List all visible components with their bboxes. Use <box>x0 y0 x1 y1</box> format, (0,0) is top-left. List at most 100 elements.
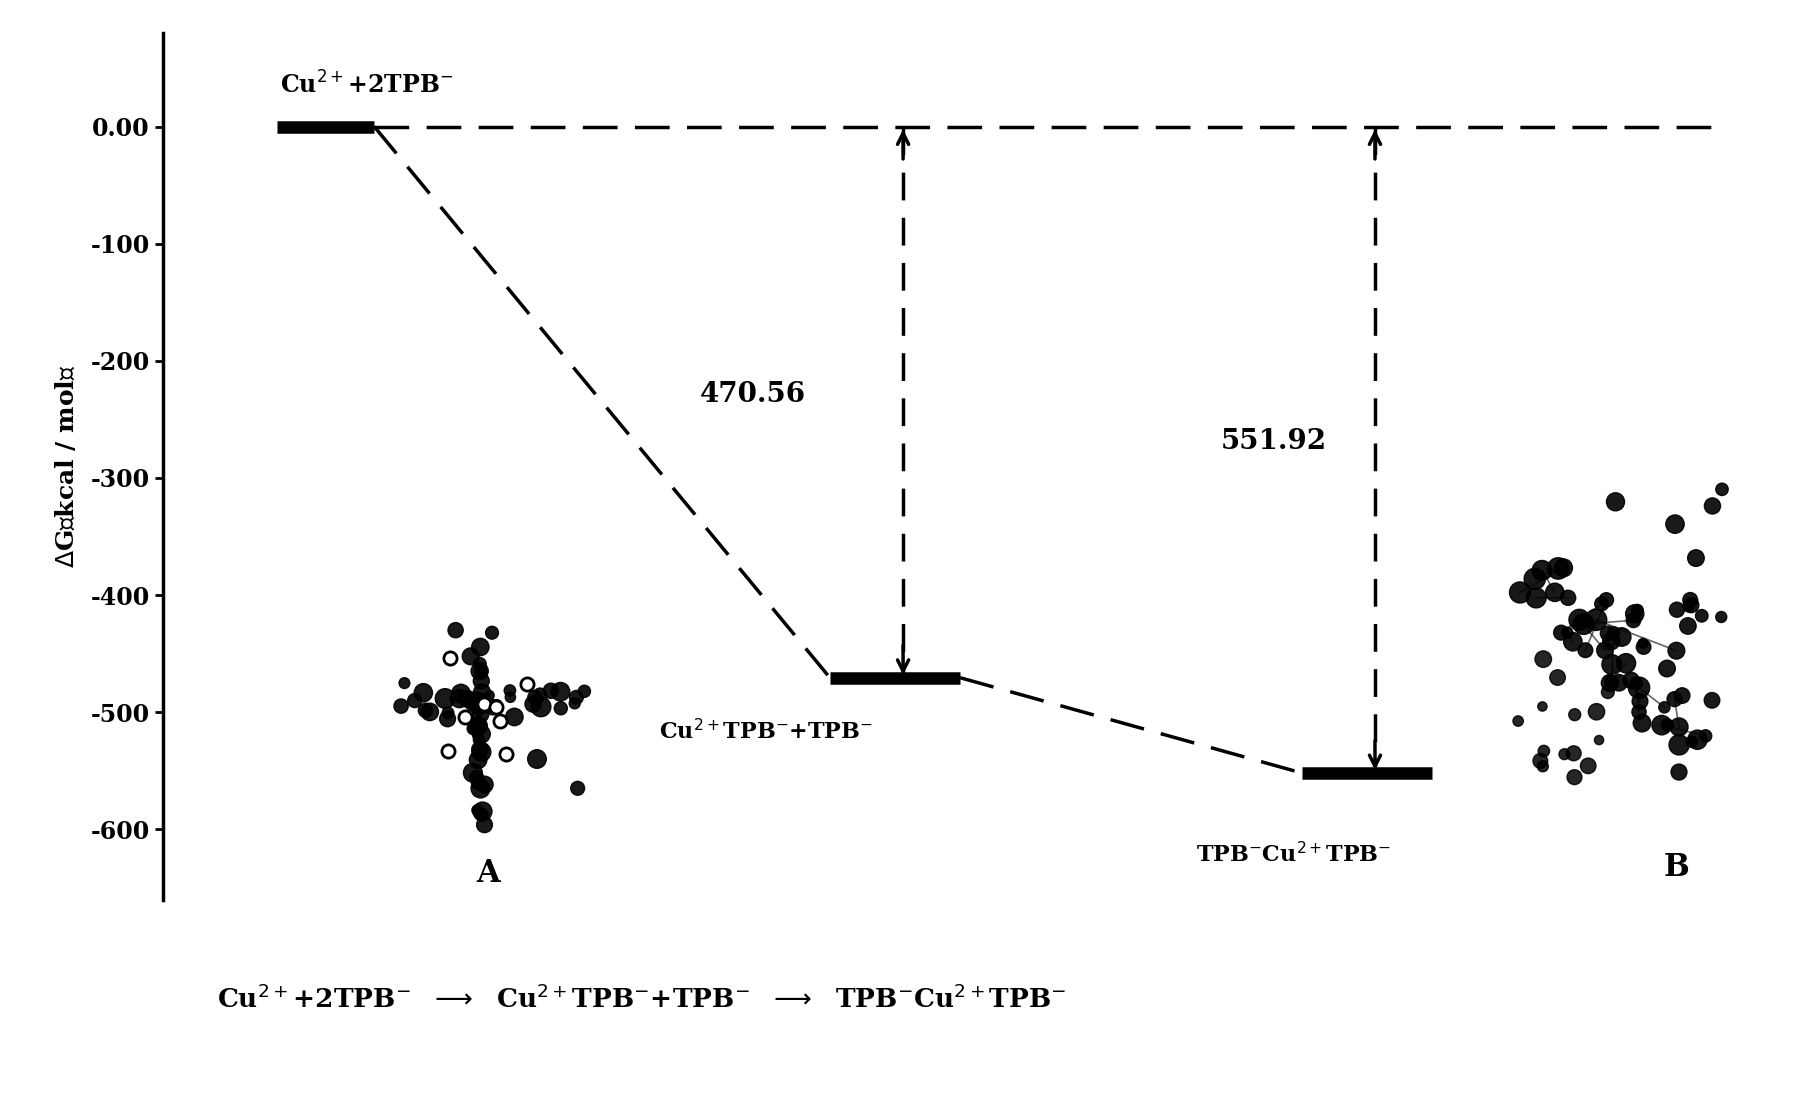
Point <box>1659 690 1688 708</box>
Point <box>482 695 511 713</box>
Point <box>466 740 495 758</box>
Point <box>1697 691 1726 709</box>
Point <box>1552 624 1581 642</box>
Point <box>1520 570 1549 588</box>
Point <box>466 806 495 824</box>
Point <box>477 624 506 642</box>
Point <box>1662 601 1691 619</box>
Point <box>1572 757 1601 774</box>
Point <box>1568 615 1597 633</box>
Point <box>1664 764 1693 781</box>
Text: A: A <box>475 858 501 889</box>
Point <box>1549 745 1578 762</box>
Point <box>1503 712 1532 730</box>
Point <box>1545 624 1574 642</box>
Point <box>466 744 495 761</box>
Point <box>1559 705 1588 723</box>
Point <box>1673 618 1702 635</box>
Point <box>454 690 482 708</box>
Point <box>459 694 488 712</box>
Point <box>463 802 492 819</box>
Point <box>435 649 464 667</box>
Point <box>479 699 508 716</box>
Point <box>1606 629 1635 646</box>
Text: TPB$^{-}$Cu$^{2+}$TPB$^{-}$: TPB$^{-}$Cu$^{2+}$TPB$^{-}$ <box>1196 841 1391 867</box>
Point <box>1659 516 1688 533</box>
Point <box>1624 703 1653 721</box>
Point <box>546 700 575 717</box>
Text: Cu$^{2+}$+2TPB$^{-}$  $\longrightarrow$  Cu$^{2+}$TPB$^{-}$+TPB$^{-}$  $\longrig: Cu$^{2+}$+2TPB$^{-}$ $\longrightarrow$ C… <box>217 984 1066 1013</box>
Point <box>466 780 495 798</box>
Point <box>1621 675 1650 692</box>
Point <box>495 681 524 699</box>
Point <box>1628 634 1657 652</box>
Point <box>1527 562 1556 579</box>
Point <box>1527 758 1556 776</box>
Point <box>492 746 520 764</box>
Point <box>564 780 593 798</box>
Point <box>1664 736 1693 754</box>
Point <box>1590 642 1619 659</box>
Point <box>1505 584 1534 601</box>
Point <box>1565 611 1594 629</box>
Point <box>1706 608 1735 625</box>
Point <box>1590 591 1619 609</box>
Text: 470.56: 470.56 <box>699 381 806 408</box>
Point <box>1617 611 1646 629</box>
Point <box>441 621 470 638</box>
Point <box>526 686 555 703</box>
Point <box>537 682 566 700</box>
Point <box>470 816 499 834</box>
Point <box>1581 703 1610 721</box>
Point <box>1543 669 1572 687</box>
Point <box>1706 480 1735 498</box>
Point <box>434 710 463 727</box>
Point <box>466 672 495 690</box>
Point <box>410 702 439 720</box>
Point <box>1650 699 1679 716</box>
Point <box>463 693 492 711</box>
Point <box>495 689 524 706</box>
Point <box>1675 597 1704 614</box>
Point <box>464 774 493 792</box>
Point <box>464 701 493 719</box>
Point <box>430 690 459 708</box>
Point <box>1624 679 1653 697</box>
Point <box>499 709 528 726</box>
Point <box>461 700 490 717</box>
Point <box>1610 655 1639 672</box>
Point <box>486 712 515 730</box>
Point <box>1558 633 1587 651</box>
Text: B: B <box>1662 852 1688 883</box>
Point <box>1587 595 1615 612</box>
Point <box>1673 598 1702 615</box>
Point <box>464 717 493 735</box>
Point <box>1690 727 1718 745</box>
Point <box>464 655 493 672</box>
Point <box>519 695 548 713</box>
Point <box>1552 589 1581 607</box>
Point <box>416 703 445 721</box>
Point <box>1623 601 1652 619</box>
Text: Cu$^{2+}$+2TPB$^{-}$: Cu$^{2+}$+2TPB$^{-}$ <box>280 71 454 99</box>
Point <box>1619 606 1648 623</box>
Point <box>455 647 484 665</box>
Point <box>459 764 488 781</box>
Point <box>1543 559 1572 577</box>
Point <box>1558 745 1587 762</box>
Point <box>475 687 504 704</box>
Point <box>445 690 473 708</box>
Point <box>1525 753 1554 770</box>
Point <box>1596 656 1624 674</box>
Text: Cu$^{2+}$TPB$^{-}$+TPB$^{-}$: Cu$^{2+}$TPB$^{-}$+TPB$^{-}$ <box>660 719 873 744</box>
Point <box>1628 638 1657 656</box>
Point <box>1615 671 1644 689</box>
Point <box>1675 591 1704 609</box>
Point <box>1673 596 1702 613</box>
Point <box>468 803 497 821</box>
Point <box>1583 732 1612 749</box>
Point <box>434 704 463 722</box>
Point <box>1596 674 1624 691</box>
Point <box>387 698 416 715</box>
Point <box>1559 768 1588 785</box>
